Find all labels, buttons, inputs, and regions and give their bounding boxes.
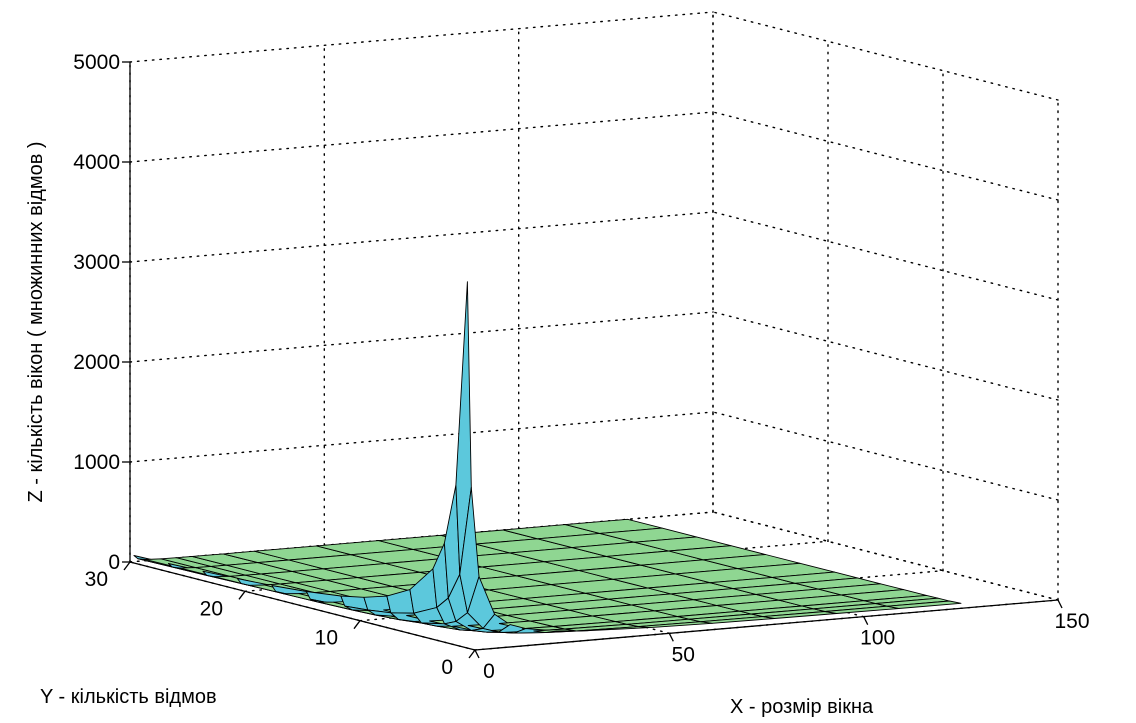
grid-line-z-side	[712, 211, 1059, 301]
surface-mesh	[133, 281, 962, 634]
x-tick-label: 0	[483, 660, 495, 683]
grid-line-z-side	[712, 311, 1059, 401]
x-tick	[863, 616, 869, 625]
y-tick	[353, 620, 361, 630]
y-tick	[238, 590, 246, 600]
grid-line-z-side	[712, 411, 1059, 501]
grid-line-z-back	[129, 211, 714, 263]
grid-line-x-floor	[712, 511, 1059, 601]
y-tick	[468, 649, 476, 659]
x-tick-label: 100	[860, 627, 895, 650]
x-axis-line	[474, 599, 1059, 651]
z-tick-label: 1000	[73, 451, 120, 474]
z-tick-label: 0	[108, 551, 120, 574]
x-tick	[668, 633, 674, 642]
z-axis-title: Z - кількість вікон ( множинних відмов )	[25, 141, 47, 502]
x-tick	[1057, 599, 1063, 609]
z-tick-label: 3000	[73, 251, 120, 274]
axes	[122, 61, 1063, 659]
z-tick-label: 4000	[73, 151, 120, 174]
y-tick-label: 10	[315, 627, 338, 650]
z-tick-label: 5000	[73, 51, 120, 74]
y-axis-line	[129, 561, 476, 651]
grid-line-z-back	[129, 411, 714, 463]
grid-line-z-side	[712, 11, 1059, 101]
x-axis-title: X - розмір вікна	[730, 696, 874, 718]
x-tick	[474, 649, 480, 659]
z-tick-label: 2000	[73, 351, 120, 374]
surface-patch	[886, 600, 962, 609]
grid-line-z-back	[129, 111, 714, 163]
x-tick-label: 150	[1054, 610, 1089, 633]
grid-line-z-back	[129, 311, 714, 363]
y-tick-label: 0	[441, 656, 453, 679]
y-tick	[123, 561, 131, 571]
y-tick-label: 20	[200, 597, 223, 620]
x-tick-label: 50	[672, 643, 695, 666]
y-axis-title: Y - кількість відмов	[40, 686, 217, 708]
y-tick-label: 30	[85, 568, 108, 591]
grid-line-z-side	[712, 111, 1059, 201]
grid-line-z-back	[129, 11, 714, 63]
